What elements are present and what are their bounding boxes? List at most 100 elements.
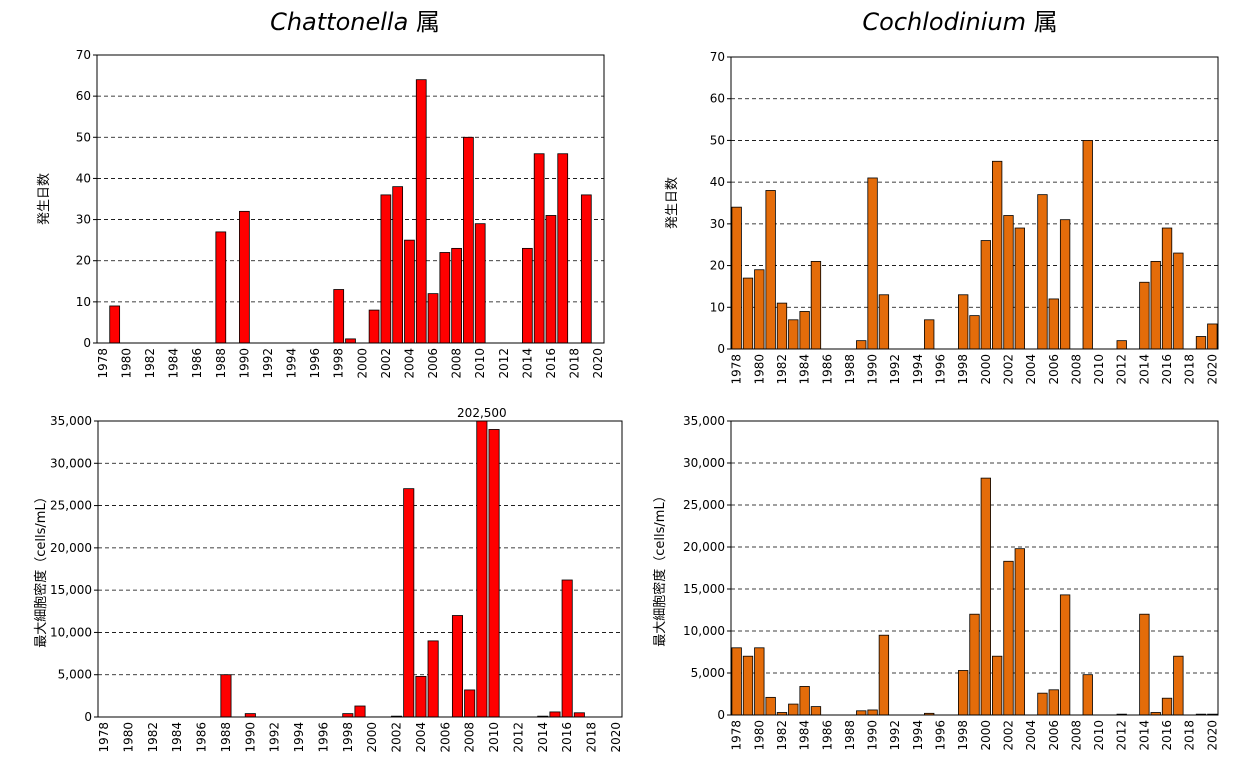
bar — [1059, 219, 1071, 349]
y-tick-label: 5,000 — [58, 668, 92, 682]
bar — [856, 340, 867, 349]
x-tick-label: 1998 — [956, 354, 970, 385]
bar — [109, 305, 121, 343]
bar — [427, 293, 439, 343]
y-tick-label: 70 — [76, 48, 91, 62]
x-tick-label: 2012 — [1115, 354, 1129, 385]
x-tick-label: 2016 — [560, 722, 574, 753]
bar — [867, 709, 878, 715]
bar — [474, 223, 486, 343]
x-tick-label: 2004 — [1024, 720, 1038, 751]
bar — [1173, 252, 1184, 349]
x-tick-label: 1988 — [214, 348, 228, 379]
y-tick-label: 50 — [710, 133, 725, 147]
x-tick-label: 1982 — [146, 722, 160, 753]
bar — [742, 277, 754, 349]
bar — [451, 615, 464, 717]
bar — [1082, 140, 1093, 349]
x-tick-label: 1994 — [285, 348, 299, 379]
bar — [1003, 215, 1014, 349]
x-tick-label: 1984 — [170, 722, 184, 753]
y-tick-label: 15,000 — [50, 583, 92, 597]
bar — [1139, 613, 1150, 715]
y-axis-label: 発生日数 — [37, 173, 52, 225]
x-tick-label: 2020 — [609, 722, 623, 753]
chart-title: Chattonella 属 — [270, 8, 440, 36]
x-tick-label: 1992 — [268, 722, 282, 753]
x-tick-label: 2020 — [1205, 354, 1219, 385]
bar — [1150, 260, 1161, 349]
y-tick-label: 20 — [76, 254, 91, 268]
x-tick-label: 2018 — [568, 348, 582, 379]
bar — [404, 239, 415, 343]
bar — [958, 294, 969, 349]
x-tick-label: 1990 — [866, 354, 880, 385]
bar — [1139, 281, 1150, 349]
bar — [1037, 194, 1048, 349]
bar — [799, 686, 810, 715]
bars — [109, 79, 592, 343]
x-tick-label: 1978 — [97, 722, 111, 753]
y-tick-label: 30,000 — [683, 456, 725, 470]
x-tick-label: 2014 — [536, 722, 550, 753]
bar — [1059, 594, 1071, 715]
bar — [580, 194, 592, 343]
x-tick-label: 1990 — [237, 348, 251, 379]
bar — [754, 269, 765, 349]
x-tick-label: 2002 — [1001, 720, 1015, 751]
bar — [810, 706, 822, 715]
bar — [557, 153, 569, 343]
y-tick-label: 10,000 — [50, 625, 92, 639]
bar — [354, 705, 366, 717]
bar — [345, 338, 356, 343]
bar — [731, 647, 742, 715]
y-tick-label: 20,000 — [50, 541, 92, 555]
x-tick-label: 1996 — [934, 354, 948, 385]
x-tick-label: 2014 — [1137, 354, 1151, 385]
x-tick-label: 1994 — [911, 720, 925, 751]
x-tick-label: 2012 — [497, 348, 511, 379]
x-tick-label: 1996 — [316, 722, 330, 753]
bar — [924, 319, 935, 349]
y-tick-label: 0 — [83, 336, 91, 350]
x-tick-label: 2016 — [1160, 720, 1174, 751]
x-tick-label: 1988 — [843, 720, 857, 751]
bar — [1048, 689, 1059, 715]
y-axis-label: 最大細胞密度（cells/mL） — [652, 489, 668, 646]
y-tick-label: 35,000 — [50, 414, 92, 428]
x-tick-label: 2000 — [979, 354, 993, 385]
y-tick-label: 5,000 — [691, 666, 725, 680]
bar — [924, 712, 935, 715]
x-tick-label: 2008 — [450, 348, 464, 379]
bar — [980, 240, 991, 349]
x-tick-label: 1994 — [911, 354, 925, 385]
bar — [403, 488, 415, 717]
x-tick-label: 2016 — [1160, 354, 1174, 385]
bar — [810, 260, 822, 349]
x-tick-label: 1986 — [195, 722, 209, 753]
x-tick-label: 1992 — [888, 720, 902, 751]
bar — [1161, 227, 1173, 349]
y-tick-label: 0 — [84, 710, 92, 724]
bar — [1082, 674, 1093, 715]
bar — [533, 153, 545, 343]
bar — [561, 579, 573, 717]
plot-frame — [730, 56, 1219, 350]
y-tick-label: 10,000 — [683, 624, 725, 638]
bars — [220, 421, 585, 717]
x-tick-label: 2018 — [1183, 720, 1197, 751]
x-tick-label: 1980 — [752, 720, 766, 751]
y-axis-label: 発生日数 — [665, 177, 680, 229]
y-tick-label: 20,000 — [683, 540, 725, 554]
bars — [731, 477, 1218, 715]
x-tick-label: 2010 — [473, 348, 487, 379]
x-tick-label: 2010 — [1092, 354, 1106, 385]
x-tick-label: 1996 — [308, 348, 322, 379]
y-tick-label: 10 — [76, 295, 91, 309]
x-tick-label: 1984 — [798, 354, 812, 385]
bar — [549, 711, 561, 717]
x-tick-label: 1994 — [292, 722, 306, 753]
y-tick-label: 30 — [710, 217, 725, 231]
x-tick-label: 2012 — [511, 722, 525, 753]
